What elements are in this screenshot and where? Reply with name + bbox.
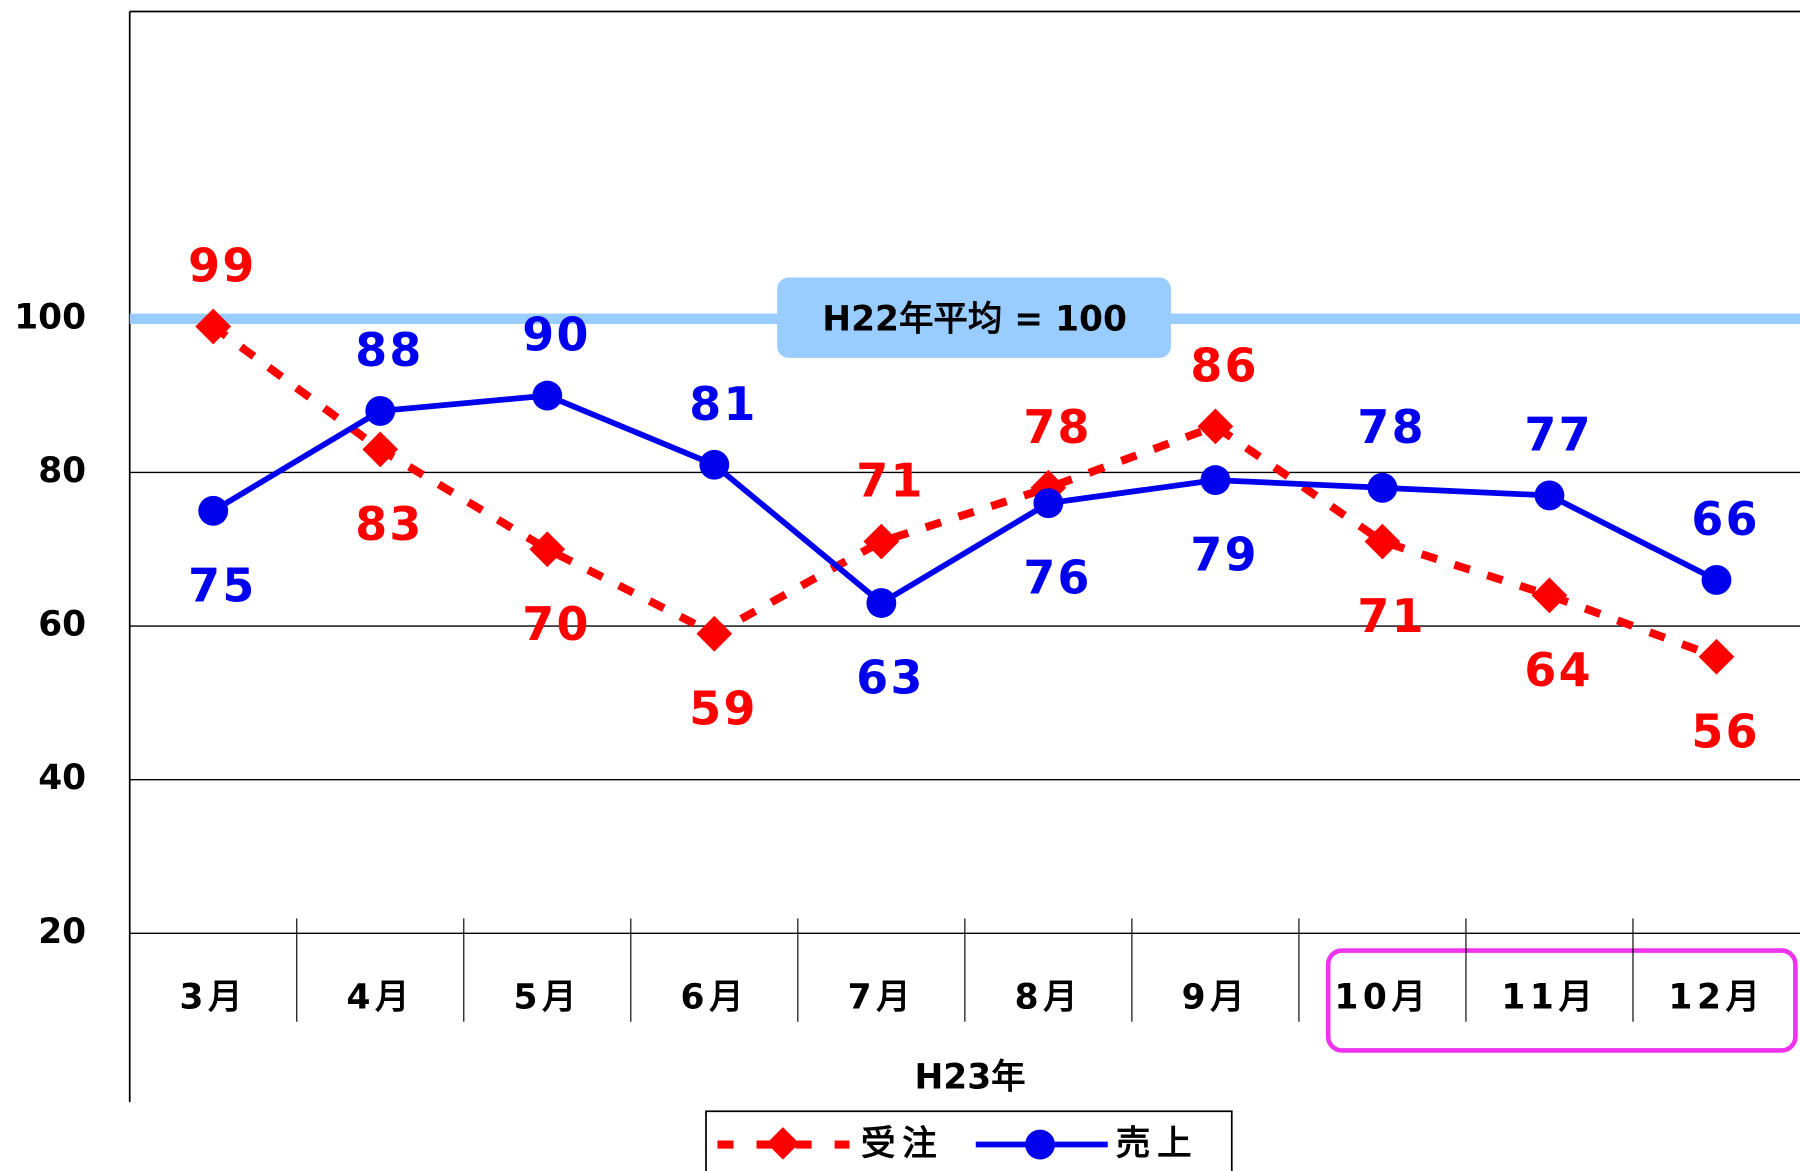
circle-marker — [198, 495, 229, 526]
diamond-marker — [529, 531, 566, 568]
reference-label: H22年平均 = 100 — [822, 300, 1127, 340]
data-label: 78 — [1357, 400, 1425, 454]
data-label: 78 — [1023, 400, 1091, 454]
reference-box — [777, 277, 1171, 358]
data-label: 81 — [689, 377, 757, 431]
x-tick-label: 7月 — [848, 977, 916, 1017]
data-label: 83 — [355, 497, 423, 551]
y-tick-label: 40 — [38, 758, 86, 798]
circle-marker — [1701, 565, 1732, 595]
circle-marker — [365, 396, 396, 426]
x-tick-label: 12月 — [1668, 977, 1764, 1017]
legend-box — [705, 1110, 1233, 1171]
data-label: 79 — [1190, 528, 1258, 582]
circle-marker — [1200, 465, 1231, 496]
x-axis-label: H23年 — [914, 1058, 1025, 1098]
data-label: 71 — [856, 454, 924, 508]
data-label: 99 — [188, 239, 256, 293]
data-label: 90 — [522, 308, 590, 362]
series-line — [211, 392, 1718, 607]
x-tick-label: 9月 — [1182, 977, 1250, 1017]
diamond-marker — [1197, 408, 1234, 445]
y-tick-label: 20 — [38, 912, 86, 952]
x-tick-label: 8月 — [1015, 977, 1083, 1017]
data-label: 77 — [1524, 408, 1592, 462]
x-tick-label: 4月 — [346, 977, 414, 1017]
series-line — [210, 323, 1718, 661]
circle-marker — [1367, 472, 1398, 503]
data-label: 63 — [856, 651, 924, 705]
x-tick-label: 10月 — [1334, 977, 1430, 1017]
y-tick-label: 80 — [38, 451, 86, 491]
legend-marker — [1025, 1129, 1055, 1160]
data-label: 59 — [689, 681, 757, 735]
data-label: 88 — [355, 323, 423, 377]
x-tick-label: 11月 — [1501, 977, 1597, 1017]
circle-marker — [866, 588, 897, 618]
diamond-marker — [362, 431, 399, 468]
y-tick-label: 100 — [14, 297, 86, 337]
data-label: 76 — [1023, 551, 1091, 605]
legend-marker — [766, 1127, 800, 1160]
circle-marker — [699, 449, 730, 480]
y-tick-label: 60 — [38, 605, 86, 645]
legend-label: 売上 — [1116, 1124, 1199, 1164]
legend-label: 受注 — [861, 1124, 944, 1164]
highlight-box — [1325, 948, 1798, 1053]
circle-marker — [1534, 480, 1565, 511]
data-label: 86 — [1190, 338, 1258, 392]
data-label: 56 — [1691, 704, 1759, 758]
data-label: 64 — [1524, 643, 1592, 697]
x-tick-label: 3月 — [179, 977, 247, 1017]
circle-marker — [1033, 488, 1064, 519]
data-label: 75 — [188, 558, 256, 612]
data-label: 71 — [1357, 589, 1425, 643]
diamond-marker — [195, 308, 232, 345]
circle-marker — [532, 380, 563, 411]
data-label: 66 — [1691, 492, 1759, 546]
x-tick-label: 6月 — [681, 977, 749, 1017]
data-label: 70 — [522, 597, 590, 651]
x-tick-label: 5月 — [514, 977, 582, 1017]
